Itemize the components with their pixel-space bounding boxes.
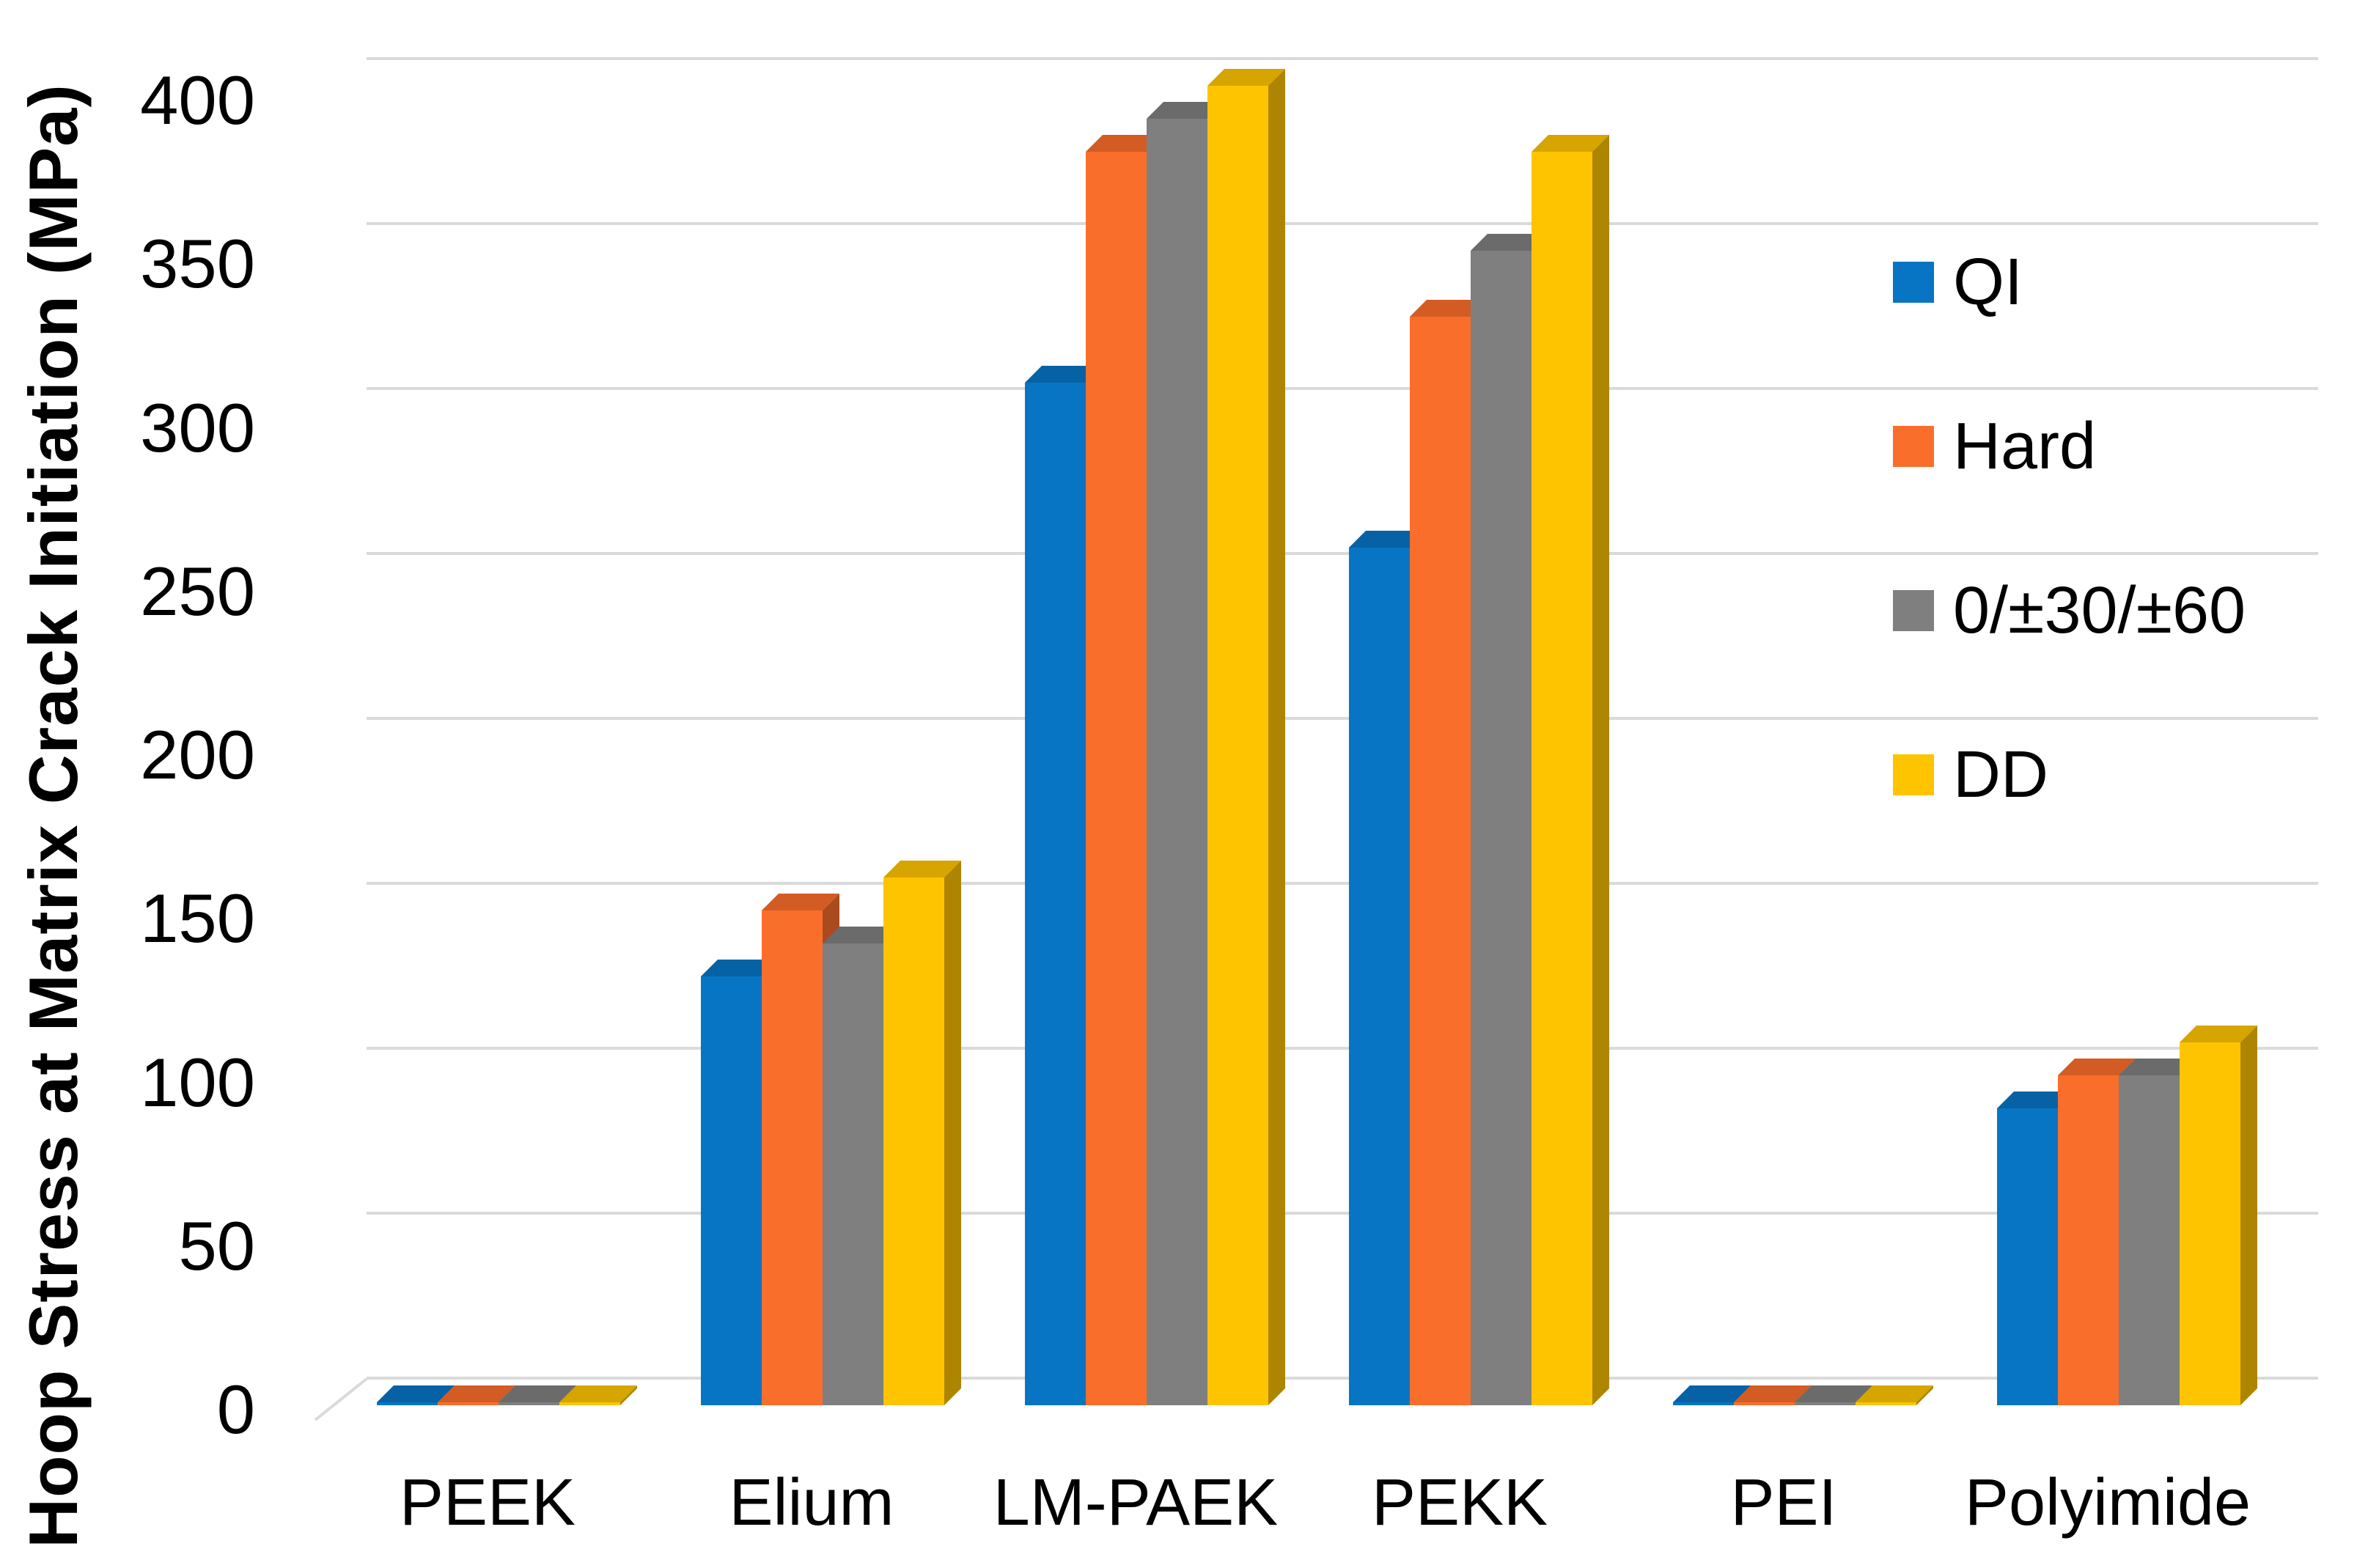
x-category-Polyimide: Polyimide xyxy=(1964,1466,2251,1539)
bar-top-face xyxy=(1997,1092,2075,1108)
bar-front-face xyxy=(883,877,944,1405)
y-tick-0: 0 xyxy=(216,1371,255,1449)
bar-front-face xyxy=(2180,1042,2240,1405)
bar-top-face xyxy=(1673,1385,1751,1402)
y-tick-100: 100 xyxy=(140,1043,255,1121)
bar-DD-LM-PAEK xyxy=(1207,69,1285,1405)
bar-DD-Polyimide xyxy=(2180,1026,2257,1405)
bar-DD-PEKK xyxy=(1532,135,1609,1405)
bar-front-face xyxy=(1086,152,1147,1405)
x-category-LM-PAEK: LM-PAEK xyxy=(993,1466,1279,1539)
bar-DD-PEEK xyxy=(559,1385,637,1405)
bar-front-face xyxy=(1471,251,1532,1405)
legend-label: QI xyxy=(1953,246,2023,319)
bar-side-face xyxy=(1592,135,1609,1405)
bar-front-face xyxy=(2058,1075,2119,1405)
y-tick-350: 350 xyxy=(140,225,255,303)
bar-top-face xyxy=(499,1385,576,1402)
y-tick-50: 50 xyxy=(178,1207,255,1284)
bar-top-face xyxy=(438,1385,515,1402)
legend-swatch-icon xyxy=(1893,426,1934,467)
bar-side-face xyxy=(1268,69,1285,1405)
bar-front-face xyxy=(1025,383,1086,1405)
x-category-PEEK: PEEK xyxy=(399,1466,576,1539)
bar-top-face xyxy=(2180,1026,2257,1042)
legend-item-0/±30/±60: 0/±30/±60 xyxy=(1893,578,2246,644)
bar-top-face xyxy=(1349,531,1427,548)
legend-swatch-icon xyxy=(1893,754,1934,795)
bar-front-face xyxy=(1349,548,1410,1405)
bar-group-PEI xyxy=(1673,1385,1933,1405)
bar-group-Elium xyxy=(701,861,961,1405)
bar-top-face xyxy=(1086,135,1163,152)
bar-top-face xyxy=(1471,234,1548,251)
bar-group-Polyimide xyxy=(1997,1026,2257,1405)
bar-front-face xyxy=(701,976,762,1405)
bar-top-face xyxy=(1532,135,1609,152)
bar-top-face xyxy=(1207,69,1285,86)
bar-front-face xyxy=(1207,86,1268,1405)
bar-front-face xyxy=(499,1402,559,1405)
bar-side-face xyxy=(620,1385,637,1405)
bar-top-face xyxy=(559,1385,637,1402)
bar-front-face xyxy=(377,1402,438,1405)
bar-front-face xyxy=(1734,1402,1795,1405)
x-category-PEKK: PEKK xyxy=(1371,1466,1548,1539)
floor-left-edge xyxy=(314,1377,368,1421)
bar-top-face xyxy=(2058,1059,2136,1075)
legend-item-QI: QI xyxy=(1893,249,2023,315)
bar-DD-PEI xyxy=(1856,1385,1933,1405)
bar-front-face xyxy=(438,1402,499,1405)
bar-front-face xyxy=(1673,1402,1734,1405)
legend-item-DD: DD xyxy=(1893,742,2048,808)
y-tick-200: 200 xyxy=(140,716,255,794)
bar-DD-Elium xyxy=(883,861,961,1405)
legend-item-Hard: Hard xyxy=(1893,413,2096,479)
bar-front-face xyxy=(1795,1402,1856,1405)
bar-top-face xyxy=(1734,1385,1812,1402)
bar-top-face xyxy=(1025,366,1103,383)
x-category-PEI: PEI xyxy=(1730,1466,1837,1539)
x-category-Elium: Elium xyxy=(729,1466,894,1539)
bar-top-face xyxy=(1410,300,1488,317)
bar-front-face xyxy=(762,910,823,1405)
y-tick-400: 400 xyxy=(140,62,255,139)
legend-swatch-icon xyxy=(1893,590,1934,631)
bar-side-face xyxy=(2240,1026,2257,1405)
legend-label: Hard xyxy=(1953,410,2097,483)
bar-top-face xyxy=(823,927,900,943)
bar-group-LM-PAEK xyxy=(1025,69,1285,1405)
bar-group-PEEK xyxy=(377,1385,637,1405)
bar-top-face xyxy=(883,861,961,877)
y-tick-150: 150 xyxy=(140,880,255,957)
bar-top-face xyxy=(1795,1385,1872,1402)
y-tick-250: 250 xyxy=(140,552,255,630)
bar-top-face xyxy=(377,1385,455,1402)
bar-top-face xyxy=(1856,1385,1933,1402)
bar-top-face xyxy=(762,894,839,910)
legend-swatch-icon xyxy=(1893,262,1934,303)
bar-top-face xyxy=(2119,1059,2196,1075)
bar-front-face xyxy=(1410,317,1471,1405)
bar-front-face xyxy=(1147,119,1207,1405)
legend-label: 0/±30/±60 xyxy=(1953,574,2246,647)
bar-side-face xyxy=(1916,1385,1933,1405)
y-axis-title: Hoop Stress at Matrix Crack Initiation (… xyxy=(15,84,92,1548)
bar-front-face xyxy=(2119,1075,2180,1405)
legend-label: DD xyxy=(1953,738,2048,811)
bar-top-face xyxy=(701,960,779,976)
bar-front-face xyxy=(559,1402,620,1405)
y-tick-300: 300 xyxy=(140,389,255,466)
bar-front-face xyxy=(1997,1108,2058,1405)
bar-front-face xyxy=(1532,152,1592,1405)
bar-top-face xyxy=(1147,102,1224,119)
bar-front-face xyxy=(1856,1402,1916,1405)
bar-front-face xyxy=(823,943,883,1405)
bar-group-PEKK xyxy=(1349,135,1609,1405)
bar-side-face xyxy=(944,861,961,1405)
